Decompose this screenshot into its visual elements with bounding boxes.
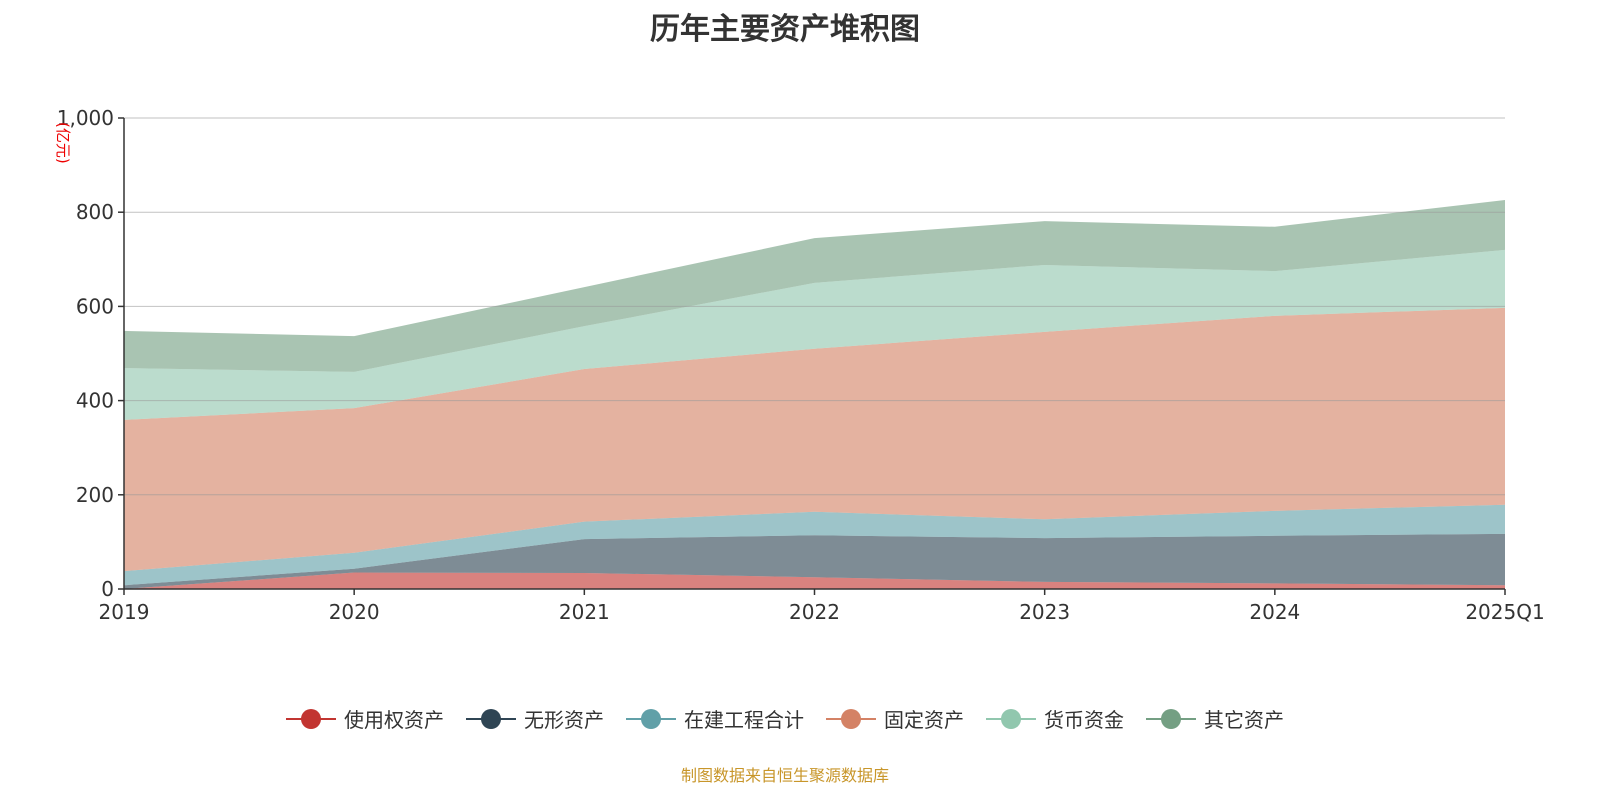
y-tick-label: 800 (76, 200, 114, 224)
legend-item-0[interactable]: 使用权资产 (286, 704, 444, 733)
legend-marker-icon (466, 708, 516, 729)
y-tick-label: 0 (101, 577, 114, 601)
y-axis-label: (亿元) (54, 122, 72, 164)
legend-label: 在建工程合计 (684, 708, 804, 732)
source-note: 制图数据来自恒生聚源数据库 (680, 766, 889, 785)
y-tick-label: 200 (76, 483, 114, 507)
stacked-area-chart: 0 200 400 600 800 1,000(亿元) 2019 2020 2021 2022 20… (54, 106, 1545, 624)
y-tick-label: 1,000 (57, 106, 114, 130)
legend-label: 固定资产 (884, 708, 964, 732)
area-series-2 (124, 504, 1505, 586)
legend-marker-icon (826, 708, 876, 729)
legend: 使用权资产 无形资产 在建工程合计 固定资产 货币资金 其它资产 (0, 704, 1570, 733)
legend-item-2[interactable]: 在建工程合计 (626, 704, 804, 733)
legend-marker-icon (626, 708, 676, 729)
x-tick-label: 2019 (99, 600, 150, 624)
legend-item-1[interactable]: 无形资产 (466, 704, 604, 733)
legend-label: 其它资产 (1204, 708, 1284, 732)
legend-marker-icon (986, 708, 1036, 729)
legend-label: 使用权资产 (344, 708, 444, 732)
legend-marker-icon (286, 708, 336, 729)
x-tick-label: 2025Q1 (1465, 600, 1544, 624)
legend-item-4[interactable]: 货币资金 (986, 704, 1124, 733)
x-tick-label: 2023 (1019, 600, 1070, 624)
x-tick-label: 2022 (789, 600, 840, 624)
area-series-3 (124, 307, 1505, 572)
x-tick-label: 2021 (559, 600, 610, 624)
area-series-0 (124, 572, 1505, 589)
legend-label: 无形资产 (524, 708, 604, 732)
legend-item-5[interactable]: 其它资产 (1146, 704, 1284, 733)
chart-title: 历年主要资产堆积图 (650, 12, 920, 47)
y-tick-label: 400 (76, 389, 114, 413)
legend-label: 货币资金 (1044, 708, 1124, 732)
area-series-1 (124, 533, 1505, 589)
area-series-5 (124, 199, 1505, 372)
area-series-4 (124, 249, 1505, 420)
x-tick-label: 2024 (1249, 600, 1300, 624)
y-tick-label: 600 (76, 294, 114, 318)
legend-item-3[interactable]: 固定资产 (826, 704, 964, 733)
x-tick-label: 2020 (329, 600, 380, 624)
legend-marker-icon (1146, 708, 1196, 729)
